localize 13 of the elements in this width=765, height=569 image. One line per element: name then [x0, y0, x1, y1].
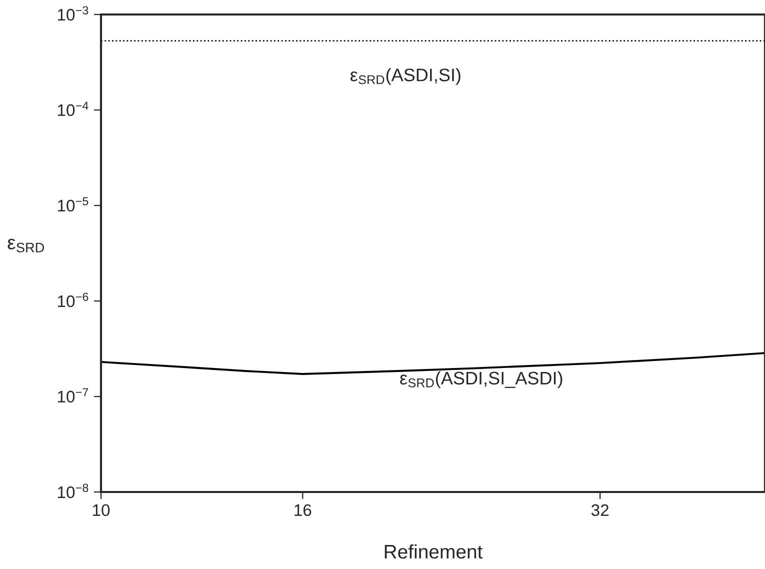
x-tick-label: 16: [294, 504, 312, 516]
annotation: ε$_{SRD}$(ASDI,SI): [350, 68, 460, 85]
x-tick-label: 10: [93, 504, 110, 516]
y-tick-label: 10$^{−3}$: [58, 6, 88, 21]
y-tick-label: 10$^{−7}$: [58, 388, 88, 403]
x-axis-title: Refinement: [384, 544, 483, 559]
y-tick-label: 10$^{−4}$: [58, 102, 88, 116]
x-tick-label: 32: [591, 504, 608, 516]
y-tick-label: 10$^{−8}$: [58, 484, 88, 498]
y-tick-label: 10$^{−5}$: [58, 197, 88, 212]
annotation: ε$_{SRD}$(ASDI,SI_ASDI): [400, 371, 562, 388]
y-tick-label: 10$^{−6}$: [58, 292, 88, 308]
y-axis-title: ε$_{SRD}$: [8, 238, 44, 252]
